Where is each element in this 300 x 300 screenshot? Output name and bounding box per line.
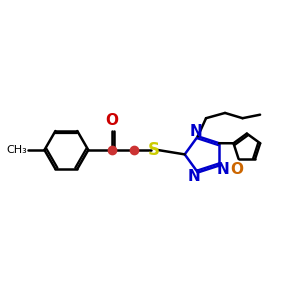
Text: O: O xyxy=(231,163,244,178)
Text: N: N xyxy=(188,169,201,184)
Text: N: N xyxy=(189,124,202,139)
Text: S: S xyxy=(148,141,160,159)
Text: CH₃: CH₃ xyxy=(7,145,28,155)
Text: O: O xyxy=(105,113,118,128)
Text: N: N xyxy=(216,162,229,177)
